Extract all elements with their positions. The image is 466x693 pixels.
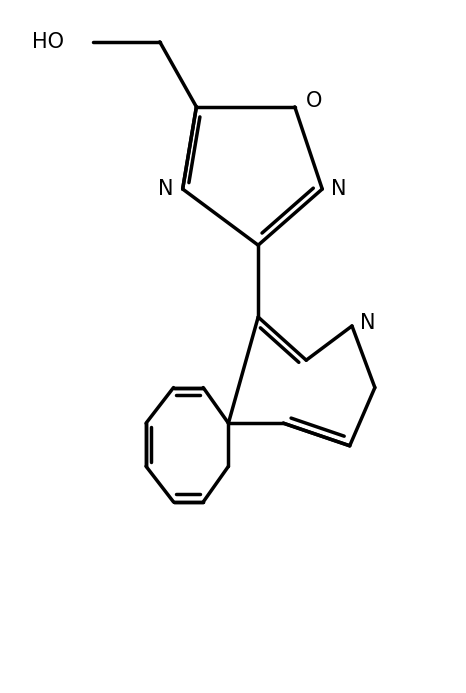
Text: N: N (158, 179, 173, 199)
Text: HO: HO (32, 32, 64, 52)
Text: N: N (331, 179, 347, 199)
Text: O: O (306, 91, 322, 112)
Text: N: N (360, 313, 376, 333)
